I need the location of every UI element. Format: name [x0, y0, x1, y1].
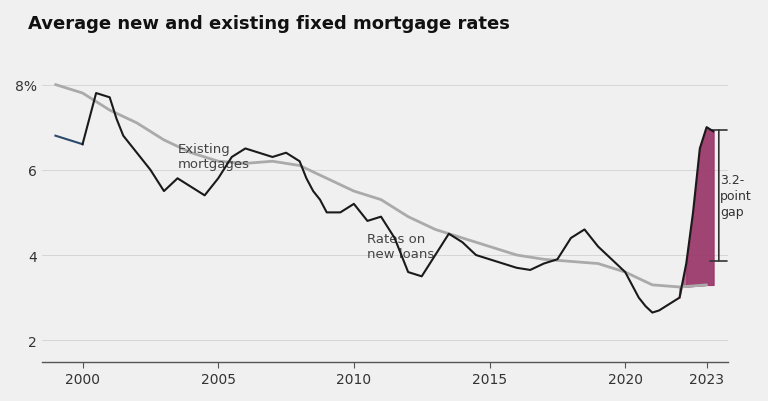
Text: Existing
mortgages: Existing mortgages	[177, 143, 250, 171]
Text: 3.2-
point
gap: 3.2- point gap	[720, 173, 752, 218]
Text: Average new and existing fixed mortgage rates: Average new and existing fixed mortgage …	[28, 15, 510, 33]
Text: Rates on
new loans: Rates on new loans	[367, 232, 435, 260]
